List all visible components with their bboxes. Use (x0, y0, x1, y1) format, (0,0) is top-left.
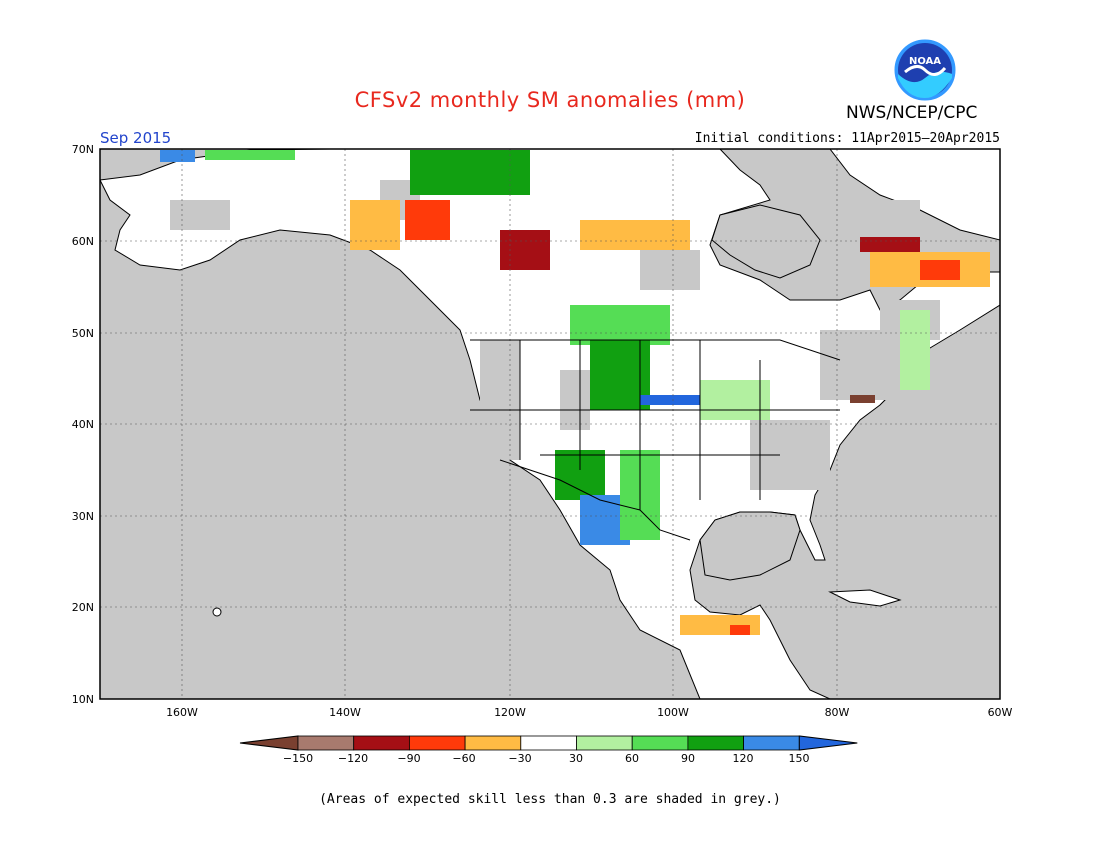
lat-label: 70N (71, 143, 94, 156)
lat-label: 30N (71, 510, 94, 523)
lon-label: 140W (329, 706, 361, 719)
lon-label: 120W (494, 706, 526, 719)
colorbar-tick: −150 (282, 752, 314, 765)
gulf-of-mexico (699, 511, 801, 581)
initial-conditions: Initial conditions: 11Apr2015–20Apr2015 (694, 131, 1000, 146)
forecast-period: Sep 2015 (100, 129, 172, 147)
lat-label: 10N (71, 693, 94, 706)
map-frame (99, 148, 1001, 700)
low-skill-areas (170, 180, 940, 490)
political-boundaries (470, 339, 841, 541)
anomaly-cells (160, 150, 990, 635)
colorbar-tick: −90 (397, 752, 421, 765)
footnote: (Areas of expected skill less than 0.3 a… (319, 792, 781, 807)
lat-label: 50N (71, 327, 94, 340)
colorbar-tick: −120 (337, 752, 369, 765)
land-greenland (829, 149, 1000, 241)
colorbar-tick: 90 (681, 752, 695, 765)
colorbar-tick: 60 (625, 752, 639, 765)
lat-label: 60N (71, 235, 94, 248)
noaa-logo: NOAA (893, 38, 957, 102)
colorbar-tick: 30 (569, 752, 583, 765)
colorbar-tick: 120 (732, 752, 754, 765)
logo-text: NOAA (909, 56, 941, 67)
map-title: CFSv2 monthly SM anomalies (mm) (354, 88, 746, 112)
organization-label: NWS/NCEP/CPC (846, 103, 978, 123)
graticule (100, 149, 1000, 699)
cuba (828, 589, 902, 607)
hawaii (212, 607, 222, 617)
colorbar-tick: −30 (508, 752, 532, 765)
colorbar-tick: −60 (452, 752, 476, 765)
hudson-bay (711, 204, 821, 279)
colorbar-tick: 150 (788, 752, 810, 765)
lat-label: 40N (71, 418, 94, 431)
lon-label: 160W (166, 706, 198, 719)
lon-label: 80W (824, 706, 850, 719)
lon-label: 100W (657, 706, 689, 719)
lat-label: 20N (71, 601, 94, 614)
lon-label: 60W (987, 706, 1013, 719)
